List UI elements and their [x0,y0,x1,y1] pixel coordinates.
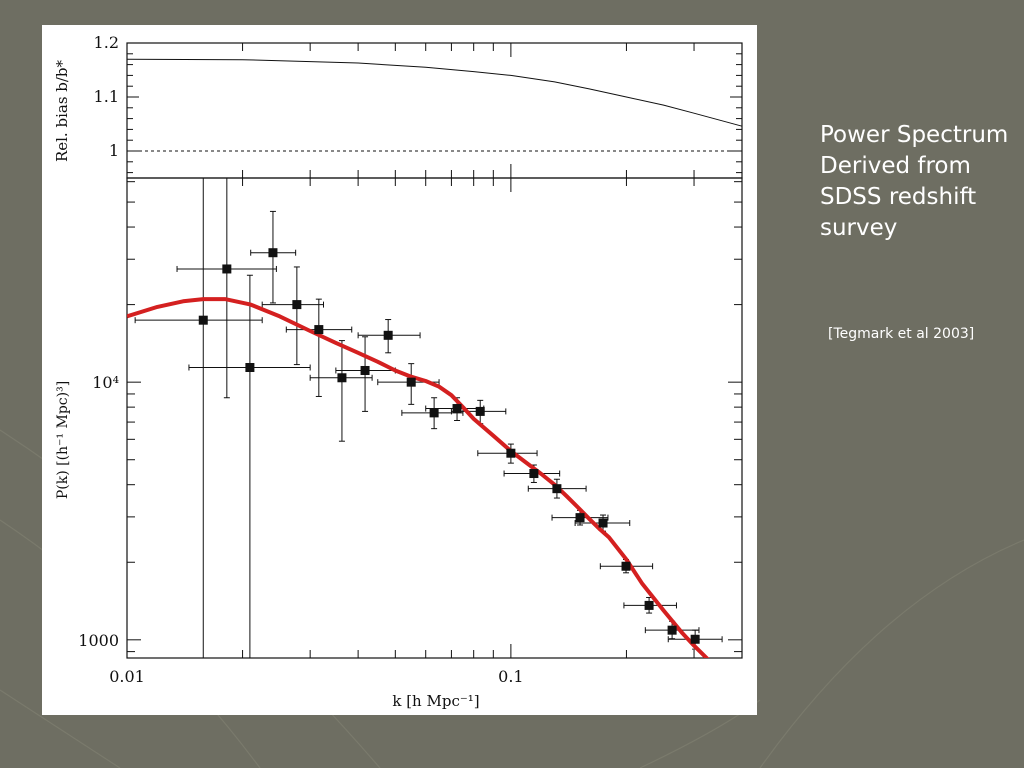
data-points [127,178,723,658]
citation: [Tegmark et al 2003] [828,326,975,342]
data-marker [644,600,654,610]
chart-labels: Rel. bias b/b* P(k) [(h⁻¹ Mpc)³] k [h Mp… [53,59,480,710]
power-spectrum-figure: 1 1.1 1.2 0.01 0.1 1000 10⁴ Rel. bias b/b* P(… [42,25,757,715]
model-curve [127,297,710,658]
slide-title: Power Spectrum Derived from SDSS redshif… [820,120,1020,244]
top-y-tick-label: 1.1 [94,87,119,106]
data-marker [598,518,608,528]
data-marker [429,408,439,418]
title-line: Power Spectrum [820,122,1009,148]
data-marker [552,484,562,494]
data-marker [406,377,416,387]
data-marker [667,625,677,635]
data-marker [198,315,208,325]
data-marker [621,561,631,571]
data-marker [360,365,370,375]
x-tick-label: 0.1 [498,667,523,686]
data-marker [529,469,539,479]
top-y-tick-label: 1 [109,141,119,160]
data-marker [268,248,278,258]
data-marker [452,404,462,414]
x-tick-label: 0.01 [109,667,145,686]
power-spectrum-panel-frame [126,177,743,659]
title-line: Derived from [820,153,971,179]
bottom-y-axis-label: P(k) [(h⁻¹ Mpc)³] [55,381,71,499]
data-marker [575,513,585,523]
data-marker [690,634,700,644]
top-y-tick-label: 1.2 [94,33,119,52]
data-marker [506,448,516,458]
data-marker [222,264,232,274]
data-marker [475,406,485,416]
top-y-axis-label: Rel. bias b/b* [53,59,71,162]
data-marker [292,300,302,310]
bias-curve [126,58,743,127]
title-line: SDSS redshift [820,184,977,210]
data-marker [245,363,255,373]
data-marker [314,325,324,335]
power-spectrum-panel: 0.01 0.1 1000 10⁴ [78,43,743,686]
power-spectrum-chart: 1 1.1 1.2 0.01 0.1 1000 10⁴ Rel. bias b/b* P(… [53,33,743,710]
bias-panel: 1 1.1 1.2 [94,33,743,179]
x-axis-label: k [h Mpc⁻¹] [392,692,479,710]
title-line: survey [820,215,898,241]
data-marker [383,330,393,340]
bottom-y-tick-label: 10⁴ [92,373,119,392]
data-marker [337,373,347,383]
bottom-y-tick-label: 1000 [78,631,119,650]
bias-panel-frame [126,42,743,179]
